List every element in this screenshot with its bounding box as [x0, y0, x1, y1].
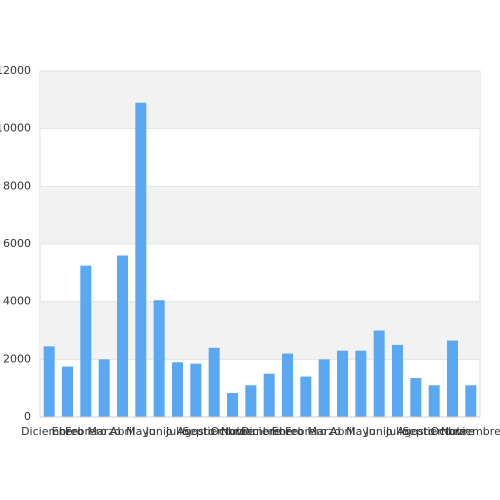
y-tick-label: 12000: [0, 64, 31, 77]
bar: [337, 350, 348, 417]
x-tick-label: Julio: [165, 425, 189, 438]
y-tick-label: 0: [24, 410, 31, 423]
y-tick-label: 8000: [3, 179, 31, 192]
x-tick-label: Junio: [145, 425, 173, 438]
x-tick-label: Abril: [330, 425, 355, 438]
bar: [355, 350, 367, 417]
x-tick-label: Agosto: [177, 425, 215, 438]
x-tick-label: Septiembre: [402, 425, 466, 438]
bar: [172, 362, 183, 417]
y-tick-label: 10000: [0, 122, 31, 135]
bar: [98, 359, 110, 417]
y-tick-label: 6000: [3, 237, 31, 250]
bar: [373, 330, 385, 417]
x-tick-label: Febrero: [285, 425, 327, 438]
bar: [62, 366, 73, 417]
bar: [447, 340, 458, 417]
x-tick-label: Septiembre: [182, 425, 246, 438]
bar: [465, 385, 477, 417]
grid-band: [40, 301, 480, 360]
bar: [135, 102, 147, 417]
bar: [227, 393, 238, 417]
bar: [392, 344, 403, 417]
bar: [300, 376, 312, 417]
y-tick-label: 2000: [3, 352, 31, 365]
bar: [245, 385, 257, 417]
x-tick-label: Febrero: [65, 425, 107, 438]
bar: [263, 373, 275, 417]
x-tick-label: Agosto: [397, 425, 435, 438]
x-tick-label: Junio: [365, 425, 393, 438]
x-tick-label: Enero: [52, 425, 84, 438]
bar: [428, 385, 440, 417]
grid-band: [40, 71, 480, 129]
x-tick-label: Noviembre: [221, 425, 281, 438]
bar: [208, 347, 220, 417]
bar: [43, 346, 55, 417]
x-tick-label: Octubre: [430, 425, 474, 438]
x-tick-label: Diciembre: [241, 425, 297, 438]
bar: [80, 265, 92, 417]
x-tick-label: Noviembre: [441, 425, 500, 438]
x-tick-label: Julio: [385, 425, 409, 438]
bar: [117, 255, 128, 417]
bar: [410, 378, 422, 417]
bar: [282, 353, 293, 417]
x-tick-label: Marzo: [88, 425, 122, 438]
x-tick-label: Diciembre: [21, 425, 77, 438]
y-tick-label: 4000: [3, 295, 31, 308]
x-tick-label: Enero: [272, 425, 304, 438]
x-tick-label: Octubre: [210, 425, 254, 438]
bar: [153, 300, 165, 417]
bar: [190, 363, 202, 417]
grid-band: [40, 186, 480, 244]
x-tick-label: Marzo: [308, 425, 342, 438]
bar: [318, 359, 330, 417]
x-tick-label: Mayo: [126, 425, 156, 438]
x-tick-label: Mayo: [346, 425, 376, 438]
x-tick-label: Abril: [110, 425, 135, 438]
